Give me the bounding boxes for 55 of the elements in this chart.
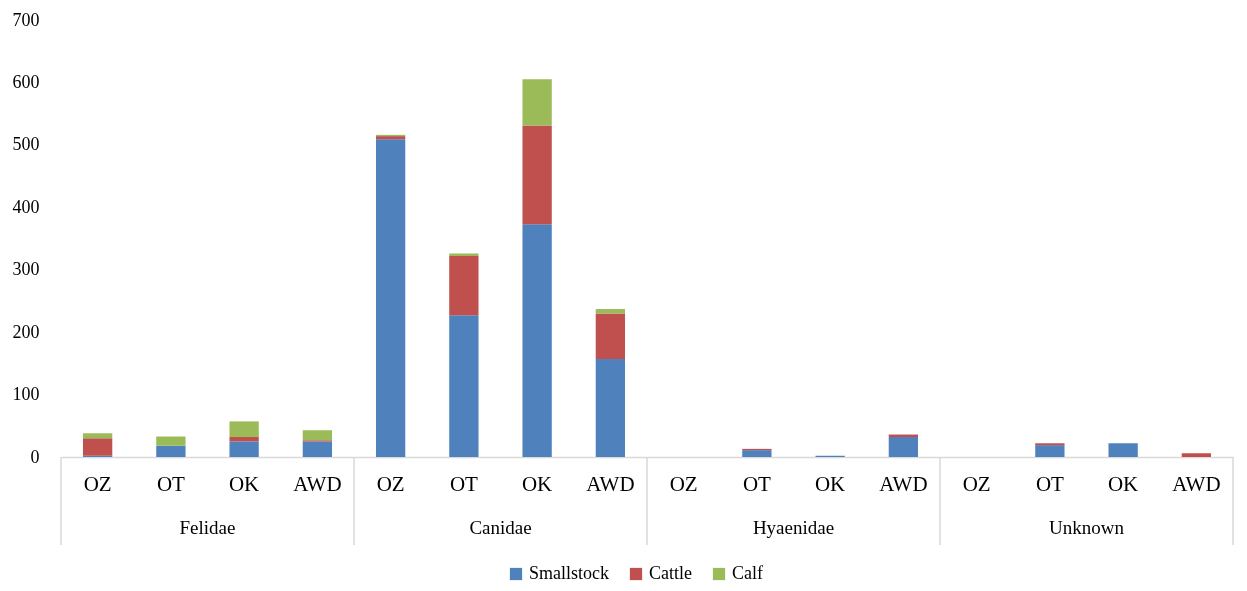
x-tick-label: OZ xyxy=(83,471,112,496)
y-tick-label: 600 xyxy=(12,71,40,92)
x-tick-label: OT xyxy=(742,471,772,496)
bar xyxy=(229,421,259,438)
x-tick-label: OK xyxy=(814,471,846,496)
x-tick-label: OT xyxy=(449,471,479,496)
text: Felidae xyxy=(179,517,236,538)
x-tick-label: OZ xyxy=(669,471,698,496)
x-tick-label: AWD xyxy=(293,471,342,496)
x-tick-label: AWD xyxy=(1172,471,1221,496)
x-tick-label: OK xyxy=(1107,471,1139,496)
bar xyxy=(522,79,552,126)
bar xyxy=(82,438,113,456)
bar xyxy=(449,255,479,316)
x-tick-label: AWD xyxy=(586,471,635,496)
x-tick-label: AWD xyxy=(879,471,928,496)
y-tick-label: 0 xyxy=(30,446,40,467)
bar xyxy=(229,441,259,457)
x-tick-label: OZ xyxy=(962,471,991,496)
y-tick-label: 300 xyxy=(12,259,40,280)
bar xyxy=(229,437,259,442)
bar xyxy=(742,450,772,457)
bar xyxy=(522,125,552,225)
legend-label: Smallstock xyxy=(529,563,609,583)
y-tick-label: 100 xyxy=(12,384,40,405)
bar xyxy=(888,437,919,457)
bar xyxy=(595,358,626,457)
y-tick-label: 700 xyxy=(12,9,40,30)
bar xyxy=(156,445,186,457)
bar xyxy=(1035,445,1065,457)
bar xyxy=(302,430,333,441)
x-tick-label: OT xyxy=(156,471,186,496)
bar xyxy=(1108,443,1138,457)
bar xyxy=(449,315,479,457)
text: Hyaenidae xyxy=(752,517,835,538)
legend-label: Calf xyxy=(732,563,763,583)
x-tick-label: OK xyxy=(521,471,553,496)
text: Canidae xyxy=(469,517,532,538)
legend-label: Cattle xyxy=(649,563,692,583)
bar xyxy=(522,224,552,457)
bar xyxy=(595,313,626,359)
x-tick-label: OZ xyxy=(376,471,405,496)
text: Unknown xyxy=(1049,517,1125,538)
x-tick-label: OK xyxy=(228,471,260,496)
y-tick-label: 400 xyxy=(12,196,40,217)
x-tick-label: OT xyxy=(1035,471,1065,496)
y-tick-label: 500 xyxy=(12,134,40,155)
bar xyxy=(595,309,626,314)
bar xyxy=(302,441,333,457)
bar xyxy=(1181,453,1212,457)
bar xyxy=(375,139,406,457)
bar xyxy=(449,253,479,256)
y-tick-label: 200 xyxy=(12,321,40,342)
bar xyxy=(156,436,186,446)
bar xyxy=(82,433,113,439)
